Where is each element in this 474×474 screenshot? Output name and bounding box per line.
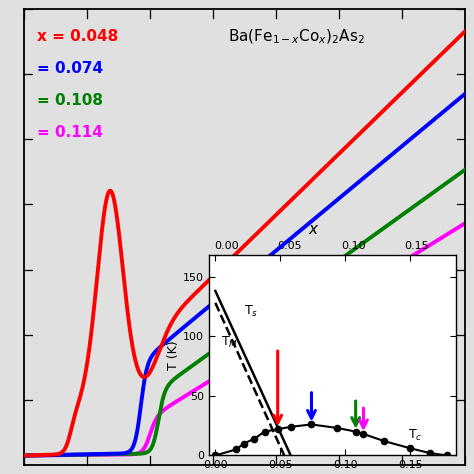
Text: Ba(Fe$_{1-x}$Co$_x$)$_2$As$_2$: Ba(Fe$_{1-x}$Co$_x$)$_2$As$_2$ — [228, 27, 365, 46]
Text: 0.15: 0.15 — [405, 241, 429, 251]
Text: = 0.114: = 0.114 — [37, 125, 103, 140]
Text: x = 0.048: x = 0.048 — [37, 29, 118, 44]
Text: = 0.108: = 0.108 — [37, 93, 103, 108]
Text: 0.10: 0.10 — [341, 241, 366, 251]
Text: = 0.074: = 0.074 — [37, 61, 103, 76]
Text: 0.00: 0.00 — [214, 241, 239, 251]
Text: 0.05: 0.05 — [278, 241, 302, 251]
Text: x: x — [308, 222, 317, 237]
